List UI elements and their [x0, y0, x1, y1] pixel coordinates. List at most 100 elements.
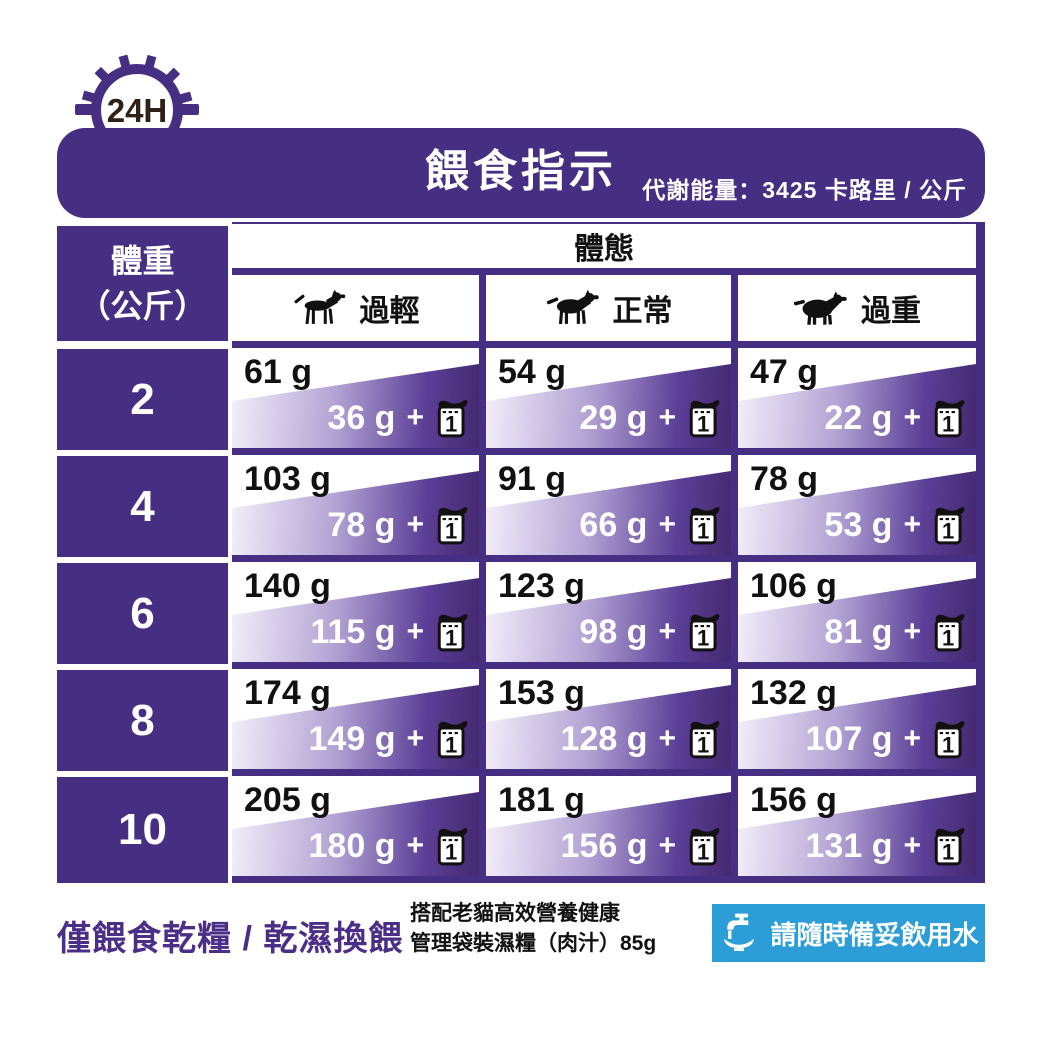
- dry-amount: 123 g: [498, 567, 585, 605]
- mix-feeding-row: 156 g +: [561, 824, 721, 868]
- plus-sign: +: [903, 508, 921, 541]
- water-bowl-icon: [718, 912, 760, 954]
- condition-underweight: 過輕: [232, 275, 479, 341]
- plus-sign: +: [406, 615, 424, 648]
- wet-pouch-icon: [687, 610, 721, 654]
- metabolic-energy-label: 代謝能量：3425 卡路里 / 公斤: [642, 177, 967, 203]
- mix-amount: 36 g: [327, 398, 396, 437]
- plus-sign: +: [658, 615, 676, 648]
- feeding-table: 體重 （公斤） 2 4 6 8 10 體態 過輕 正常 過重: [57, 222, 985, 883]
- feeding-cell: 54 g 29 g +: [486, 348, 731, 448]
- feeding-cell: 174 g 149 g +: [232, 669, 479, 769]
- mix-feeding-row: 107 g +: [806, 717, 966, 761]
- wet-food-note-line2: 管理袋裝濕糧（肉汁）85g: [410, 932, 657, 955]
- feeding-cell: 91 g 66 g +: [486, 455, 731, 555]
- weight-header-cell: 體重 （公斤）: [57, 226, 228, 341]
- weight-header-line2: （公斤）: [78, 287, 207, 324]
- dry-amount: 54 g: [498, 353, 567, 391]
- feeding-cell: 140 g 115 g +: [232, 562, 479, 662]
- weight-cell: 8: [57, 670, 228, 771]
- dry-amount: 205 g: [244, 781, 331, 819]
- mix-amount: 131 g: [805, 826, 893, 865]
- weight-cell: 10: [57, 777, 228, 883]
- mix-amount: 98 g: [579, 612, 648, 651]
- wet-pouch-icon: [687, 717, 721, 761]
- feeding-cell: 156 g 131 g +: [738, 776, 976, 876]
- wet-pouch-icon: [435, 503, 469, 547]
- dry-amount: 156 g: [750, 781, 837, 819]
- dry-amount: 140 g: [244, 567, 331, 605]
- weight-cell: 6: [57, 563, 228, 664]
- weight-header-line1: 體重: [110, 242, 175, 279]
- mix-amount: 66 g: [579, 505, 648, 544]
- wet-pouch-icon: [932, 610, 966, 654]
- condition-normal: 正常: [486, 275, 731, 341]
- condition-label: 過輕: [359, 295, 420, 328]
- feeding-cell: 205 g 180 g +: [232, 776, 479, 876]
- data-grid: 體態 過輕 正常 過重 61 g 36 g +: [232, 222, 985, 883]
- mix-amount: 156 g: [560, 826, 648, 865]
- mix-amount: 149 g: [308, 719, 396, 758]
- mix-feeding-row: 78 g +: [327, 503, 469, 547]
- overweight-dog-icon: [793, 289, 847, 327]
- mix-amount: 115 g: [310, 612, 396, 651]
- dry-amount: 106 g: [750, 567, 837, 605]
- plus-sign: +: [658, 722, 676, 755]
- feeding-modes-label: 僅餵食乾糧 / 乾濕換餵: [57, 920, 404, 958]
- mix-feeding-row: 53 g +: [824, 503, 966, 547]
- feeding-cell: 61 g 36 g +: [232, 348, 479, 448]
- condition-label: 過重: [861, 295, 921, 328]
- wet-pouch-icon: [687, 503, 721, 547]
- mix-amount: 128 g: [560, 719, 648, 758]
- wet-pouch-icon: [435, 717, 469, 761]
- feeding-cell: 123 g 98 g +: [486, 562, 731, 662]
- mix-feeding-row: 81 g +: [824, 610, 966, 654]
- plus-sign: +: [903, 722, 921, 755]
- plus-sign: +: [406, 829, 424, 862]
- feeding-cell: 78 g 53 g +: [738, 455, 976, 555]
- mix-amount: 81 g: [824, 612, 893, 651]
- mix-amount: 78 g: [327, 505, 396, 544]
- mix-feeding-row: 22 g +: [824, 396, 966, 440]
- mix-amount: 53 g: [824, 505, 893, 544]
- mix-amount: 29 g: [579, 398, 648, 437]
- mix-feeding-row: 36 g +: [327, 396, 469, 440]
- wet-pouch-icon: [687, 396, 721, 440]
- feeding-cell: 103 g 78 g +: [232, 455, 479, 555]
- plus-sign: +: [903, 401, 921, 434]
- weight-cell: 2: [57, 349, 228, 450]
- water-notice-label: 請隨時備妥飲用水: [770, 919, 979, 950]
- dry-amount: 174 g: [244, 674, 331, 712]
- plus-sign: +: [658, 829, 676, 862]
- header-bar: 餵食指示 代謝能量：3425 卡路里 / 公斤: [57, 128, 985, 218]
- condition-overweight: 過重: [738, 275, 976, 341]
- feeding-cell: 47 g 22 g +: [738, 348, 976, 448]
- mix-feeding-row: 149 g +: [309, 717, 469, 761]
- plus-sign: +: [903, 615, 921, 648]
- dry-amount: 181 g: [498, 781, 585, 819]
- dry-amount: 78 g: [750, 460, 819, 498]
- weight-cell: 4: [57, 456, 228, 557]
- plus-sign: +: [406, 722, 424, 755]
- wet-pouch-icon: [932, 824, 966, 868]
- normal-dog-icon: [545, 289, 599, 327]
- plus-sign: +: [903, 829, 921, 862]
- plus-sign: +: [658, 508, 676, 541]
- dry-amount: 47 g: [750, 353, 819, 391]
- mix-amount: 22 g: [824, 398, 893, 437]
- dry-amount: 91 g: [498, 460, 567, 498]
- dry-amount: 103 g: [244, 460, 331, 498]
- weight-column: 體重 （公斤） 2 4 6 8 10: [57, 222, 228, 883]
- wet-pouch-icon: [435, 396, 469, 440]
- plus-sign: +: [406, 401, 424, 434]
- mix-feeding-row: 128 g +: [561, 717, 721, 761]
- wet-pouch-icon: [435, 824, 469, 868]
- mix-feeding-row: 29 g +: [579, 396, 721, 440]
- feeding-cell: 181 g 156 g +: [486, 776, 731, 876]
- page-title: 餵食指示: [425, 147, 617, 196]
- wet-food-note: 搭配老貓高效營養健康 管理袋裝濕糧（肉汁）85g: [410, 899, 656, 959]
- condition-label: 正常: [612, 295, 673, 328]
- mix-feeding-row: 98 g +: [579, 610, 721, 654]
- feeding-cell: 132 g 107 g +: [738, 669, 976, 769]
